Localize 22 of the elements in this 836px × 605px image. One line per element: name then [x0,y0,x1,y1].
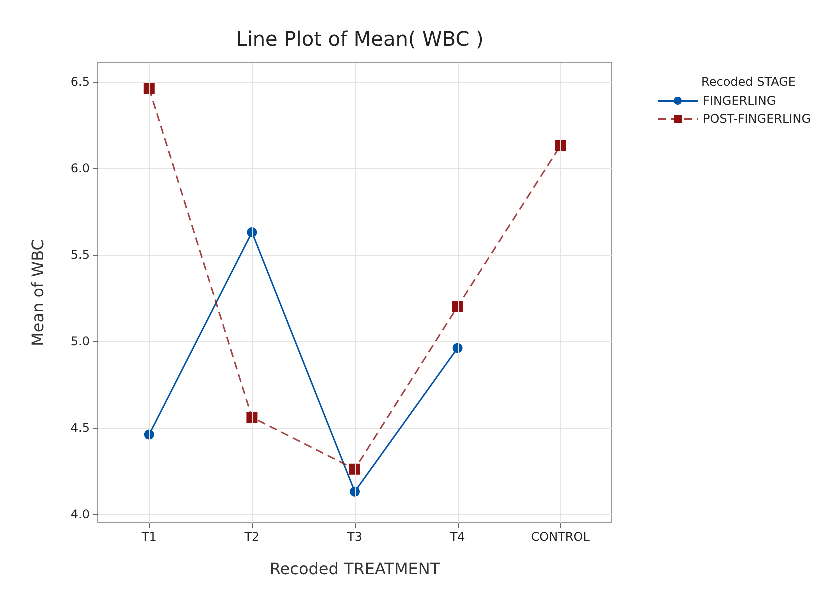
y-axis-title: Mean of WBC [28,240,48,346]
point [452,301,464,312]
y-tick-label: 4.0 [70,507,90,522]
y-tick-label: 6.0 [70,161,90,176]
chart-title: Line Plot of Mean( WBC ) [236,27,484,51]
legend-title: Recoded STAGE [702,75,796,89]
point [144,83,155,94]
x-tick-label: T2 [244,530,260,544]
x-tick-label: T3 [346,530,362,544]
point [246,412,258,424]
y-tick-label: 5.0 [70,334,90,348]
x-axis-title: Recoded TREATMENT [270,560,440,578]
y-tick-label: 4.5 [70,420,90,435]
point [350,464,360,475]
y-tick-label: 6.5 [70,75,90,90]
x-tick-label: T1 [140,530,157,544]
x-tick-label: CONTROL [531,530,590,544]
y-tick-label: 5.5 [70,248,90,262]
legend-label: POST-FINGERLING [703,112,812,126]
point [555,140,566,152]
x-tick-label: T4 [449,530,466,544]
legend-label: FINGERLING [703,94,776,108]
